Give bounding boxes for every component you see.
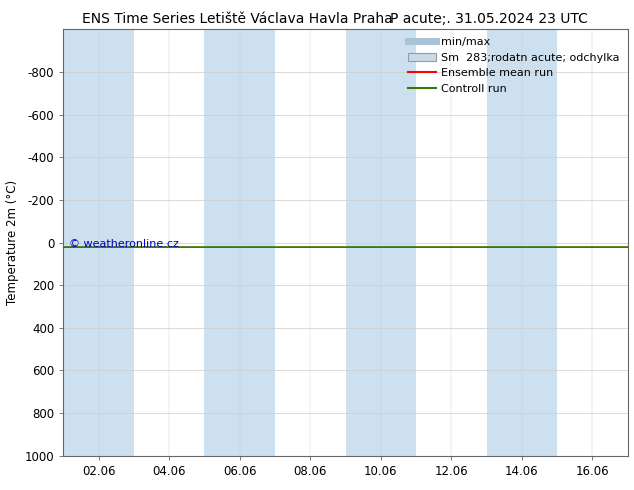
Text: ENS Time Series Letiště Václava Havla Praha: ENS Time Series Letiště Václava Havla Pr… <box>82 12 393 26</box>
Legend: min/max, Sm  283;rodatn acute; odchylka, Ensemble mean run, Controll run: min/max, Sm 283;rodatn acute; odchylka, … <box>404 33 624 98</box>
Text: © weatheronline.cz: © weatheronline.cz <box>69 239 179 249</box>
Bar <box>346 29 416 456</box>
Y-axis label: Temperature 2m (°C): Temperature 2m (°C) <box>6 180 19 305</box>
Bar <box>487 29 557 456</box>
Bar <box>204 29 275 456</box>
Text: P acute;. 31.05.2024 23 UTC: P acute;. 31.05.2024 23 UTC <box>390 12 588 26</box>
Bar <box>63 29 134 456</box>
